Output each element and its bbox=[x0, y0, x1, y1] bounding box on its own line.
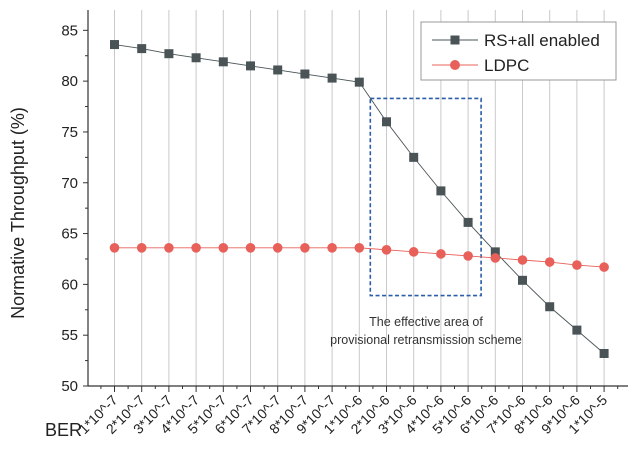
data-point-rs bbox=[572, 325, 582, 335]
y-tick-label: 85 bbox=[61, 22, 78, 39]
data-point-ldpc bbox=[517, 255, 528, 265]
legend-label-rs: RS+all enabled bbox=[484, 31, 600, 50]
data-point-rs bbox=[218, 57, 228, 67]
data-point-rs bbox=[354, 77, 364, 87]
data-point-ldpc bbox=[245, 242, 256, 253]
data-point-ldpc bbox=[300, 242, 310, 253]
data-point-rs bbox=[246, 61, 255, 71]
data-point-rs bbox=[300, 69, 310, 79]
data-point-ldpc bbox=[164, 242, 174, 253]
y-tick-label: 80 bbox=[61, 73, 78, 90]
data-point-rs bbox=[599, 348, 609, 358]
data-point-ldpc bbox=[218, 242, 229, 253]
data-point-rs bbox=[110, 40, 119, 50]
series-group bbox=[109, 40, 609, 358]
data-point-rs bbox=[409, 152, 419, 162]
data-point-rs bbox=[518, 275, 527, 285]
data-point-ldpc bbox=[327, 242, 337, 253]
data-point-ldpc bbox=[572, 260, 582, 270]
x-axis-title: BER bbox=[45, 420, 82, 440]
data-point-rs bbox=[191, 53, 201, 63]
legend: RS+all enabled LDPC bbox=[420, 21, 617, 81]
data-point-ldpc bbox=[544, 257, 555, 267]
data-point-rs bbox=[382, 117, 391, 127]
data-point-ldpc bbox=[272, 242, 283, 253]
y-tick-label: 55 bbox=[61, 327, 78, 344]
annotation-box bbox=[369, 97, 482, 297]
y-tick-label: 60 bbox=[61, 276, 78, 293]
data-point-ldpc bbox=[381, 245, 392, 255]
data-point-ldpc bbox=[354, 242, 365, 253]
data-point-rs bbox=[137, 44, 147, 54]
y-tick-label: 75 bbox=[61, 124, 78, 141]
data-point-rs bbox=[436, 186, 446, 196]
grid-lines bbox=[114, 10, 605, 386]
data-point-ldpc bbox=[191, 242, 201, 253]
legend-frame bbox=[420, 21, 617, 81]
legend-label-ldpc: LDPC bbox=[484, 56, 529, 75]
data-point-rs bbox=[327, 73, 337, 83]
data-point-ldpc bbox=[408, 247, 419, 257]
data-point-ldpc bbox=[490, 253, 501, 263]
y-tick-label: 50 bbox=[61, 378, 78, 395]
tick-labels: 50556065707580851*10^-72*10^-73*10^-74*1… bbox=[61, 22, 610, 437]
data-point-ldpc bbox=[436, 249, 446, 259]
annotation-line-2: provisional retransmission scheme bbox=[330, 333, 522, 347]
data-point-rs bbox=[463, 217, 473, 227]
axes bbox=[83, 10, 628, 392]
annotation-box-group bbox=[369, 97, 482, 297]
legend-marker-ldpc bbox=[450, 60, 460, 70]
data-point-ldpc bbox=[599, 262, 609, 272]
data-point-ldpc bbox=[136, 242, 147, 253]
y-tick-label: 65 bbox=[61, 226, 78, 243]
data-point-ldpc bbox=[463, 251, 473, 261]
y-axis-title: Normative Throughput (%) bbox=[8, 107, 28, 319]
data-point-rs bbox=[545, 302, 555, 312]
data-point-rs bbox=[164, 49, 174, 59]
legend-marker-rs bbox=[450, 35, 460, 45]
data-point-rs bbox=[490, 247, 500, 257]
annotation-text: The effective area of provisional retran… bbox=[330, 315, 522, 347]
data-point-ldpc bbox=[109, 242, 120, 253]
data-point-rs bbox=[273, 65, 283, 75]
annotation-line-1: The effective area of bbox=[369, 315, 483, 329]
y-tick-label: 70 bbox=[61, 175, 78, 192]
